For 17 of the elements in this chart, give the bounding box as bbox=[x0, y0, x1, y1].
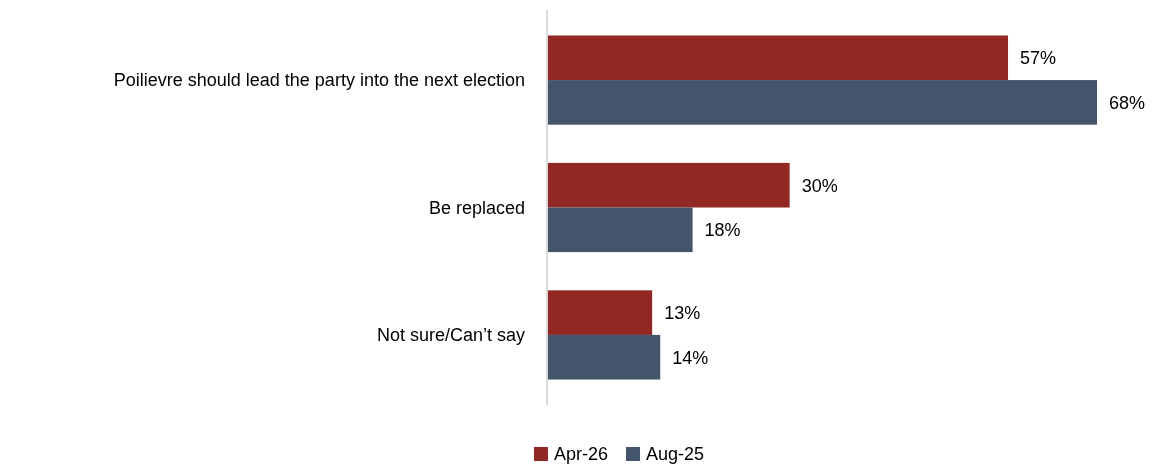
data-label: 18% bbox=[704, 220, 741, 241]
y-tick-label: Not sure/Can’t say bbox=[376, 325, 525, 346]
data-label: 14% bbox=[672, 347, 709, 368]
legend-label: Aug-25 bbox=[645, 444, 705, 465]
bar bbox=[547, 290, 653, 335]
bar bbox=[547, 207, 693, 253]
y-tick-label: Poilievre should lead the party into the next election bbox=[113, 70, 525, 91]
data-label: 30% bbox=[801, 175, 838, 196]
data-label: 13% bbox=[664, 302, 701, 323]
bar bbox=[547, 35, 1009, 81]
bar bbox=[547, 334, 661, 380]
data-label: 57% bbox=[1020, 48, 1057, 69]
legend-label: Apr-26 bbox=[553, 444, 608, 465]
data-label: 68% bbox=[1109, 92, 1146, 113]
y-tick-label: Be replaced bbox=[428, 197, 525, 218]
bar bbox=[547, 162, 790, 208]
bar bbox=[547, 80, 1097, 125]
